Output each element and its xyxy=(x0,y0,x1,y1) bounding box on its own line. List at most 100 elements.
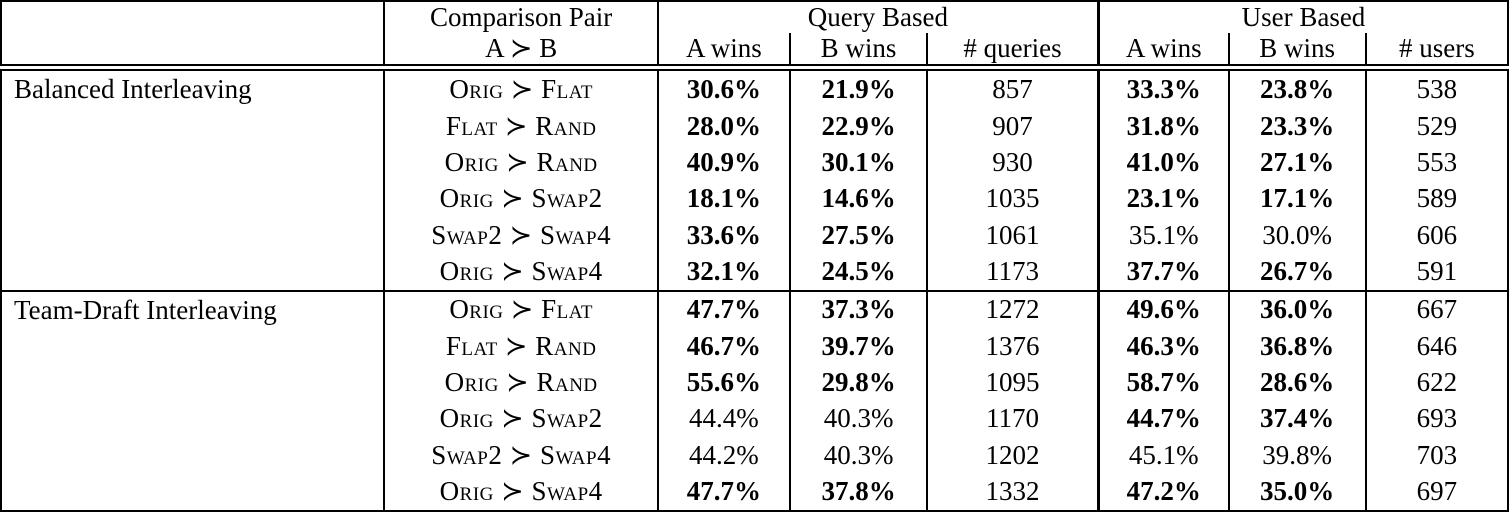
query-count: 857 xyxy=(927,67,1100,108)
user-count: 697 xyxy=(1416,476,1458,507)
query-a-wins: 30.6% xyxy=(657,67,791,108)
user-a-wins: 45.1% xyxy=(1098,437,1230,474)
b-wins-header-user: B wins xyxy=(1228,33,1367,71)
user-count: 589 xyxy=(1416,183,1458,214)
query-count: 1332 xyxy=(927,473,1100,511)
query-b-wins: 14.6% xyxy=(789,180,929,217)
pair-cell: Orig ≻ Rand xyxy=(384,144,659,181)
query-a-wins: 40.9% xyxy=(657,144,791,181)
pair-cell: Orig ≻ Flat xyxy=(384,289,659,329)
user-b-wins: 17.1% xyxy=(1228,180,1367,217)
query-a-wins: 32.1% xyxy=(657,253,791,291)
query-count: 930 xyxy=(927,144,1100,181)
user-a-wins: 31.8% xyxy=(1098,107,1230,145)
query-b-wins: 30.1% xyxy=(789,144,929,181)
user-a-wins: 49.6% xyxy=(1098,289,1230,329)
user-a-wins: 33.3% xyxy=(1098,67,1230,108)
query-a-wins: 46.7% xyxy=(657,328,791,365)
query-b-wins: 24.5% xyxy=(789,253,929,291)
user-b-wins: 36.0% xyxy=(1228,289,1367,329)
user-b-wins: 23.3% xyxy=(1228,107,1367,145)
query-a-wins: 44.4% xyxy=(657,400,791,438)
query-count: 1202 xyxy=(927,437,1100,474)
user-based-header: User Based xyxy=(1241,2,1366,32)
pair-cell: Orig ≻ Swap4 xyxy=(384,473,659,511)
table-row: Flat ≻ Rand 46.7% 39.7% 1376 46.3% 36.8%… xyxy=(1,328,1508,365)
user-a-wins: 44.7% xyxy=(1098,400,1230,438)
pair-cell: Flat ≻ Rand xyxy=(384,107,659,145)
query-count: 1095 xyxy=(927,364,1100,401)
query-a-wins: 33.6% xyxy=(657,216,791,254)
pair-cell: Swap2 ≻ Swap4 xyxy=(384,437,659,474)
user-b-wins: 30.0% xyxy=(1228,216,1367,254)
user-a-wins: 47.2% xyxy=(1098,473,1230,511)
query-b-wins: 22.9% xyxy=(789,107,929,145)
query-a-wins: 44.2% xyxy=(657,437,791,474)
query-b-wins: 40.3% xyxy=(789,400,929,438)
user-a-wins: 58.7% xyxy=(1098,364,1230,401)
comparison-pair-header: Comparison Pair xyxy=(384,1,659,33)
user-b-wins: 27.1% xyxy=(1228,144,1367,181)
pair-cell: Orig ≻ Swap2 xyxy=(384,400,659,438)
query-based-header: Query Based xyxy=(657,1,1100,33)
section-label: Balanced Interleaving xyxy=(1,67,386,291)
pair-cell: Orig ≻ Swap2 xyxy=(384,180,659,217)
table-row: Orig ≻ Swap2 18.1% 14.6% 1035 23.1% 17.1… xyxy=(1,180,1508,217)
user-count: 667 xyxy=(1365,289,1508,329)
a-wins-header-query: A wins xyxy=(657,33,791,71)
user-b-wins: 28.6% xyxy=(1228,364,1367,401)
user-count: 693 xyxy=(1416,403,1458,434)
section-label: Team-Draft Interleaving xyxy=(1,289,386,511)
user-b-wins: 23.8% xyxy=(1228,67,1367,108)
query-a-wins: 28.0% xyxy=(657,107,791,145)
table-row: Swap2 ≻ Swap4 33.6% 27.5% 1061 35.1% 30.… xyxy=(1,216,1508,254)
user-a-wins: 46.3% xyxy=(1098,328,1230,365)
num-users-header: # users xyxy=(1365,33,1508,71)
table-row: Flat ≻ Rand 28.0% 22.9% 907 31.8% 23.3% … xyxy=(1,107,1508,145)
user-b-wins: 35.0% xyxy=(1228,473,1367,511)
corner-cell xyxy=(1,1,386,71)
query-a-wins: 18.1% xyxy=(657,180,791,217)
query-a-wins: 47.7% xyxy=(657,289,791,329)
user-count: 606 xyxy=(1416,219,1458,250)
query-count: 1173 xyxy=(927,253,1100,291)
query-count: 1170 xyxy=(927,400,1100,438)
user-a-wins: 37.7% xyxy=(1098,253,1230,291)
pair-cell: Orig ≻ Rand xyxy=(384,364,659,401)
pair-cell: Swap2 ≻ Swap4 xyxy=(384,216,659,254)
table-row: Orig ≻ Swap4 32.1% 24.5% 1173 37.7% 26.7… xyxy=(1,253,1508,291)
query-b-wins: 39.7% xyxy=(789,328,929,365)
table-row: Orig ≻ Rand 40.9% 30.1% 930 41.0% 27.1% … xyxy=(1,144,1508,181)
query-count: 1061 xyxy=(927,216,1100,254)
user-count: 703 xyxy=(1416,439,1458,470)
table-row: Team-Draft Interleaving Orig ≻ Flat 47.7… xyxy=(1,289,1508,511)
query-count: 1035 xyxy=(927,180,1100,217)
user-count: 591 xyxy=(1416,255,1458,286)
user-a-wins: 23.1% xyxy=(1098,180,1230,217)
user-b-wins: 36.8% xyxy=(1228,328,1367,365)
table-row: Orig ≻ Swap2 44.4% 40.3% 1170 44.7% 37.4… xyxy=(1,400,1508,438)
user-count: 538 xyxy=(1416,73,1458,104)
query-b-wins: 37.3% xyxy=(789,289,929,329)
user-a-wins: 41.0% xyxy=(1098,144,1230,181)
query-a-wins: 47.7% xyxy=(657,473,791,511)
b-wins-header-query: B wins xyxy=(789,33,929,71)
user-a-wins: 35.1% xyxy=(1098,216,1230,254)
query-count: 1376 xyxy=(927,328,1100,365)
pair-cell: Orig ≻ Flat xyxy=(384,67,659,108)
pair-cell: Flat ≻ Rand xyxy=(384,328,659,365)
user-count: 529 xyxy=(1416,110,1458,141)
table-row: Swap2 ≻ Swap4 44.2% 40.3% 1202 45.1% 39.… xyxy=(1,437,1508,474)
table-row: Orig ≻ Swap4 47.7% 37.8% 1332 47.2% 35.0… xyxy=(1,473,1508,511)
user-b-wins: 39.8% xyxy=(1228,437,1367,474)
query-count: 1272 xyxy=(927,289,1100,329)
user-b-wins: 37.4% xyxy=(1228,400,1367,438)
query-b-wins: 27.5% xyxy=(789,216,929,254)
a-wins-header-user: A wins xyxy=(1098,33,1230,71)
query-a-wins: 55.6% xyxy=(657,364,791,401)
comparison-pair-subheader: A ≻ B xyxy=(384,33,659,71)
num-queries-header: # queries xyxy=(927,33,1100,71)
user-count: 622 xyxy=(1416,367,1458,398)
